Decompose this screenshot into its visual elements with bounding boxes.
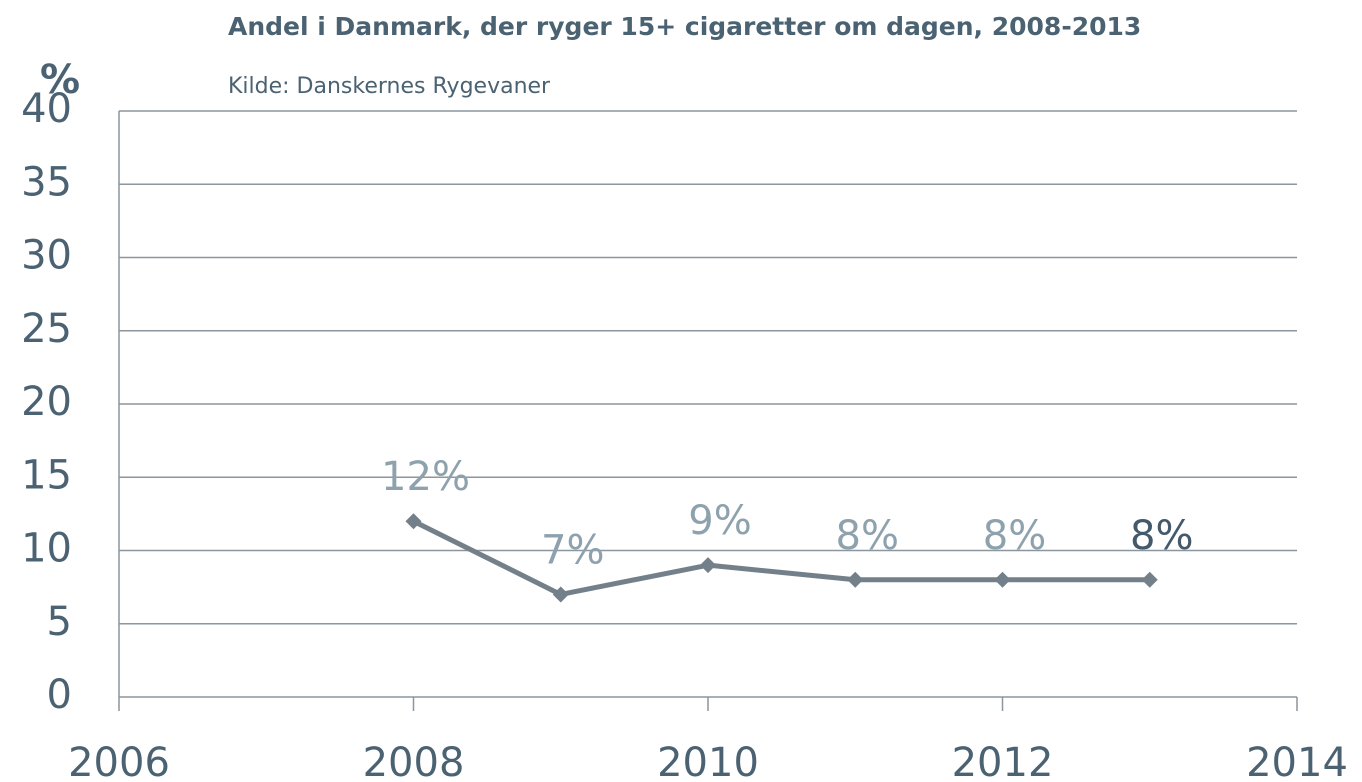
x-tick-label: 2008: [363, 740, 465, 782]
data-label: 7%: [541, 527, 604, 573]
data-line: [412, 518, 1150, 597]
y-tick-label: 5: [47, 599, 72, 645]
data-point: [847, 571, 864, 588]
y-tick-label: 20: [21, 379, 72, 425]
data-label: 8%: [1130, 513, 1193, 559]
x-tick-label: 2010: [657, 740, 759, 782]
x-tick-label: 2014: [1246, 740, 1348, 782]
y-tick-label: 30: [21, 233, 72, 279]
y-tick-label: 15: [21, 452, 72, 498]
data-label: 12%: [381, 454, 470, 500]
chart-subtitle: Kilde: Danskernes Rygevaner: [228, 74, 551, 99]
data-point: [700, 557, 716, 574]
data-label: 8%: [983, 513, 1046, 559]
y-tick-label: 40: [21, 86, 72, 132]
chart-title: Andel i Danmark, der ryger 15+ cigarette…: [228, 12, 1141, 41]
data-label: 8%: [836, 513, 899, 559]
data-point: [1141, 571, 1158, 588]
data-label: 9%: [688, 498, 751, 544]
y-axis-label: %: [40, 57, 80, 103]
y-tick-label: 10: [21, 526, 72, 572]
data-point: [405, 513, 422, 530]
y-tick-label: 25: [21, 306, 72, 352]
x-tick-label: 2006: [68, 740, 170, 782]
data-point: [552, 586, 569, 603]
y-tick-label: 0: [47, 672, 72, 718]
data-point: [994, 571, 1011, 588]
x-tick-label: 2012: [952, 740, 1054, 782]
y-tick-label: 35: [21, 159, 72, 205]
